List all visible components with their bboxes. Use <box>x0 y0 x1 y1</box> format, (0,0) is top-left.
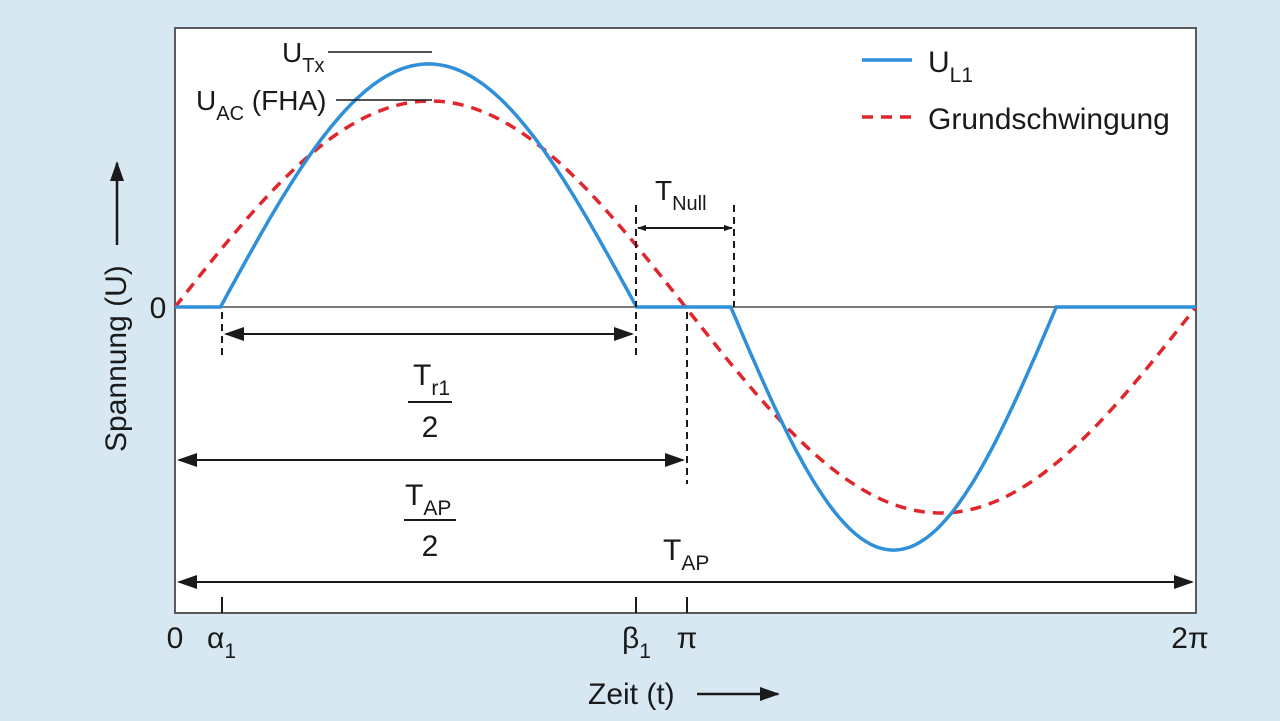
x-tick-label-beta1: β1 <box>622 622 651 663</box>
uac-label: UAC (FHA) <box>196 85 326 125</box>
legend-ul1-label: UL1 <box>928 46 973 87</box>
fundamental-curve <box>173 99 1198 515</box>
tr1-denominator: 2 <box>422 411 439 444</box>
tnull-label: TNull <box>655 175 707 215</box>
ul1-curve <box>175 62 1196 552</box>
tr1-numerator: Tr1 <box>413 359 450 400</box>
x-tick-label-pi: π <box>677 622 698 655</box>
legend-fundamental-label: Grundschwingung <box>928 103 1170 136</box>
plot-area <box>174 27 1197 614</box>
tap-label: TAP <box>663 534 709 575</box>
x-axis-label: Zeit (t) <box>588 678 675 711</box>
utx-label: UTx <box>282 37 324 77</box>
x-tick-label-two-pi: 2π <box>1171 622 1208 655</box>
y-axis-label: Spannung (U) <box>100 265 133 452</box>
tap-half-denominator: 2 <box>422 530 439 563</box>
y-zero-label: 0 <box>150 292 167 325</box>
x-tick-label-alpha1: α1 <box>207 622 236 663</box>
x-tick-label-zero: 0 <box>167 622 184 655</box>
tap-half-numerator: TAP <box>405 479 451 520</box>
